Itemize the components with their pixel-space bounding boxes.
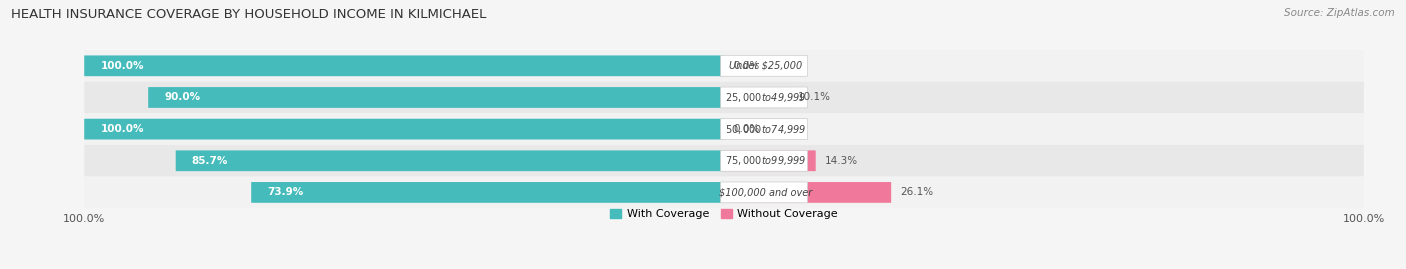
FancyBboxPatch shape bbox=[720, 150, 807, 171]
FancyBboxPatch shape bbox=[84, 113, 1364, 145]
FancyBboxPatch shape bbox=[720, 119, 807, 140]
FancyBboxPatch shape bbox=[724, 182, 891, 203]
FancyBboxPatch shape bbox=[720, 55, 807, 76]
Text: 10.1%: 10.1% bbox=[799, 93, 831, 102]
FancyBboxPatch shape bbox=[84, 145, 1364, 176]
Text: Source: ZipAtlas.com: Source: ZipAtlas.com bbox=[1284, 8, 1395, 18]
FancyBboxPatch shape bbox=[84, 50, 1364, 82]
Text: 0.0%: 0.0% bbox=[734, 61, 759, 71]
FancyBboxPatch shape bbox=[148, 87, 724, 108]
Text: $100,000 and over: $100,000 and over bbox=[718, 187, 813, 197]
Text: 100.0%: 100.0% bbox=[100, 124, 143, 134]
Text: 0.0%: 0.0% bbox=[734, 124, 759, 134]
FancyBboxPatch shape bbox=[252, 182, 724, 203]
Text: 100.0%: 100.0% bbox=[100, 61, 143, 71]
FancyBboxPatch shape bbox=[84, 82, 1364, 113]
Text: $50,000 to $74,999: $50,000 to $74,999 bbox=[725, 123, 806, 136]
Text: Under $25,000: Under $25,000 bbox=[730, 61, 803, 71]
FancyBboxPatch shape bbox=[84, 176, 1364, 208]
Text: HEALTH INSURANCE COVERAGE BY HOUSEHOLD INCOME IN KILMICHAEL: HEALTH INSURANCE COVERAGE BY HOUSEHOLD I… bbox=[11, 8, 486, 21]
FancyBboxPatch shape bbox=[84, 55, 724, 76]
Text: 85.7%: 85.7% bbox=[191, 156, 228, 166]
Text: 73.9%: 73.9% bbox=[267, 187, 304, 197]
FancyBboxPatch shape bbox=[720, 182, 807, 203]
FancyBboxPatch shape bbox=[720, 87, 807, 108]
FancyBboxPatch shape bbox=[176, 150, 724, 171]
FancyBboxPatch shape bbox=[724, 150, 815, 171]
Text: $25,000 to $49,999: $25,000 to $49,999 bbox=[725, 91, 806, 104]
FancyBboxPatch shape bbox=[724, 87, 789, 108]
Text: $75,000 to $99,999: $75,000 to $99,999 bbox=[725, 154, 806, 167]
Legend: With Coverage, Without Coverage: With Coverage, Without Coverage bbox=[606, 205, 842, 224]
Text: 14.3%: 14.3% bbox=[825, 156, 858, 166]
Text: 90.0%: 90.0% bbox=[165, 93, 201, 102]
FancyBboxPatch shape bbox=[84, 119, 724, 140]
Text: 26.1%: 26.1% bbox=[901, 187, 934, 197]
